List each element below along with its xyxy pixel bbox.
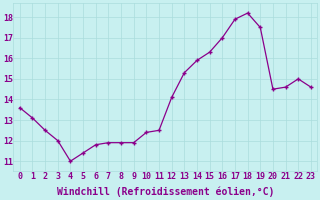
X-axis label: Windchill (Refroidissement éolien,°C): Windchill (Refroidissement éolien,°C) <box>57 187 274 197</box>
